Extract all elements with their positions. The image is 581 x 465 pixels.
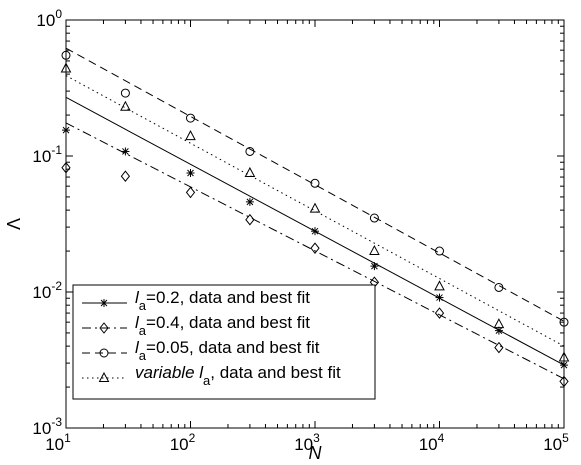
data-point-la005 xyxy=(120,88,130,98)
data-point-lavar xyxy=(244,166,256,177)
legend-box xyxy=(72,284,376,400)
data-point-lavar xyxy=(369,244,380,256)
legend-label-pre: l xyxy=(135,288,140,307)
x-axis-label: N xyxy=(309,443,323,463)
y-tick-label-base: 10 xyxy=(32,419,51,438)
y-tick-label-exp: 0 xyxy=(55,7,62,21)
fit-line-la005 xyxy=(66,47,564,322)
data-point-lavar xyxy=(493,318,505,329)
data-point-la04 xyxy=(494,341,504,354)
data-point-la04 xyxy=(245,213,255,226)
data-point-la04 xyxy=(120,170,131,183)
legend-label-sub: a xyxy=(203,373,211,388)
x-tick-label: 104 xyxy=(419,431,445,454)
legend-marker-lavar xyxy=(98,371,110,382)
x-tick-label-base: 10 xyxy=(170,435,189,454)
x-tick-label: 105 xyxy=(543,431,569,454)
legend-label-post: =0.4, data and best fit xyxy=(146,313,310,332)
data-point-la02 xyxy=(121,147,130,156)
data-point-la02 xyxy=(435,293,444,302)
legend-marker-la005 xyxy=(99,348,109,358)
x-tick-label-exp: 4 xyxy=(438,431,445,445)
y-tick-label-base: 10 xyxy=(32,147,51,166)
y-tick-label-exp: -3 xyxy=(51,415,62,429)
x-tick-label: 102 xyxy=(170,431,196,454)
data-point-la005 xyxy=(186,113,195,123)
legend-label-sub: a xyxy=(139,323,147,338)
x-tick-label-exp: 5 xyxy=(562,431,569,445)
legend-label-sub: a xyxy=(139,298,147,313)
legend-label-la04: la=0.4, data and best fit xyxy=(135,313,310,338)
data-point-la02 xyxy=(494,326,503,335)
y-tick-label-base: 10 xyxy=(36,11,55,30)
legend-marker-la02 xyxy=(100,299,108,307)
x-tick-label-exp: 3 xyxy=(313,431,320,445)
y-tick-label: 10-2 xyxy=(32,279,62,302)
legend-label-pre: variable l xyxy=(135,363,204,382)
x-tick-label-base: 10 xyxy=(294,435,313,454)
data-point-lavar xyxy=(185,130,196,141)
data-point-la02 xyxy=(370,262,379,271)
data-point-lavar xyxy=(120,100,131,111)
legend-label-la02: la=0.2, data and best fit xyxy=(135,288,310,313)
axes xyxy=(65,19,565,429)
y-tick-label: 10-3 xyxy=(32,415,62,438)
legend-label-post: =0.2, data and best fit xyxy=(146,288,310,307)
y-axis-label: Λ xyxy=(4,218,24,230)
x-tick-label-exp: 2 xyxy=(189,431,196,445)
y-tick-label: 10-1 xyxy=(32,143,62,166)
x-tick-label: 103 xyxy=(294,431,320,454)
legend-label-post: =0.05, data and best fit xyxy=(146,338,320,357)
x-tick-label-base: 10 xyxy=(419,435,438,454)
data-point-la005 xyxy=(369,213,379,223)
y-tick-label-base: 10 xyxy=(32,283,51,302)
data-point-la04 xyxy=(434,307,445,319)
y-tick-label: 100 xyxy=(36,7,62,30)
legend-label-pre: l xyxy=(135,313,140,332)
data-point-lavar xyxy=(309,202,321,213)
data-point-la02 xyxy=(186,168,195,177)
legend-label-lavar: variable la, data and best fit xyxy=(135,363,341,388)
x-tick-label-base: 10 xyxy=(543,435,562,454)
legend-label-post: , data and best fit xyxy=(210,363,341,382)
y-tick-label-exp: -1 xyxy=(51,143,62,157)
x-tick-label-base: 10 xyxy=(45,435,64,454)
y-tick-label-exp: -2 xyxy=(51,279,62,293)
data-point-la04 xyxy=(310,242,320,254)
data-point-la005 xyxy=(494,282,504,292)
data-point-la02 xyxy=(245,197,254,206)
legend-label-sub: a xyxy=(139,348,147,363)
x-tick-label: 101 xyxy=(45,431,71,454)
legend-label-la005: la=0.05, data and best fit xyxy=(135,338,320,363)
legend-marker-la04 xyxy=(99,322,109,334)
data-point-la005 xyxy=(310,178,320,188)
fit-line-la04 xyxy=(66,122,564,380)
data-point-la005 xyxy=(245,146,255,156)
data-point-lavar xyxy=(434,280,445,291)
data-point-la04 xyxy=(185,186,196,199)
legend-label-pre: l xyxy=(135,338,140,357)
data-point-la02 xyxy=(311,227,319,236)
x-tick-label-exp: 1 xyxy=(64,431,71,445)
data-point-la005 xyxy=(435,246,444,256)
